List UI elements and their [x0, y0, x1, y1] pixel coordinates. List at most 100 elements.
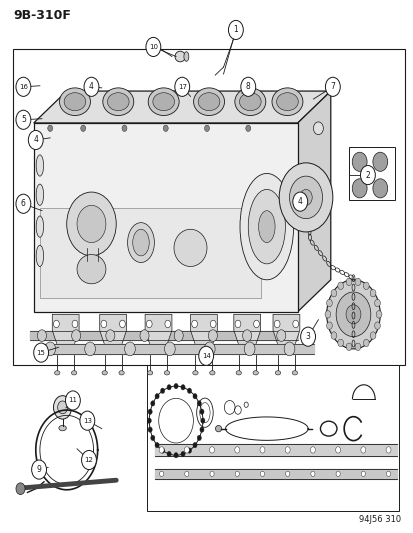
Circle shape [57, 401, 67, 414]
Polygon shape [52, 314, 79, 346]
Circle shape [360, 165, 375, 184]
Ellipse shape [240, 173, 293, 280]
Circle shape [360, 447, 365, 453]
Text: 16: 16 [19, 84, 28, 90]
Circle shape [122, 125, 127, 132]
Circle shape [235, 471, 239, 477]
Circle shape [374, 300, 380, 307]
Text: 4: 4 [297, 197, 302, 206]
Circle shape [324, 311, 330, 318]
Polygon shape [190, 314, 217, 346]
Circle shape [335, 292, 370, 337]
Circle shape [276, 330, 285, 342]
Circle shape [245, 125, 250, 132]
Text: 12: 12 [84, 457, 93, 463]
Circle shape [77, 205, 106, 243]
Circle shape [209, 471, 214, 477]
Circle shape [31, 460, 46, 479]
Ellipse shape [173, 229, 206, 266]
Ellipse shape [36, 155, 43, 176]
Circle shape [385, 447, 390, 453]
Circle shape [273, 320, 279, 328]
Ellipse shape [36, 216, 43, 237]
Circle shape [240, 77, 255, 96]
Circle shape [292, 192, 307, 211]
Circle shape [330, 289, 336, 297]
Bar [13, 49, 404, 365]
Polygon shape [33, 91, 330, 123]
Circle shape [28, 131, 43, 150]
Circle shape [326, 280, 380, 349]
Circle shape [148, 427, 152, 432]
Circle shape [209, 447, 214, 453]
Text: 4: 4 [33, 135, 38, 144]
Circle shape [345, 305, 360, 324]
Ellipse shape [276, 93, 298, 111]
Ellipse shape [59, 88, 90, 116]
Text: 10: 10 [149, 44, 157, 50]
Circle shape [53, 395, 71, 419]
Ellipse shape [258, 211, 274, 243]
Bar [40, 208, 260, 298]
Ellipse shape [36, 245, 43, 266]
Polygon shape [100, 314, 126, 346]
Circle shape [81, 125, 85, 132]
Ellipse shape [64, 93, 85, 111]
Circle shape [200, 418, 204, 423]
Circle shape [16, 194, 31, 213]
Ellipse shape [77, 255, 106, 284]
Ellipse shape [192, 370, 198, 375]
Circle shape [145, 37, 160, 56]
Ellipse shape [215, 425, 221, 432]
Circle shape [163, 125, 168, 132]
Circle shape [337, 282, 343, 289]
Text: 7: 7 [330, 82, 335, 91]
Circle shape [16, 483, 25, 495]
Ellipse shape [252, 370, 258, 375]
Text: 5: 5 [21, 115, 26, 124]
Ellipse shape [235, 370, 241, 375]
Text: 4: 4 [89, 82, 94, 91]
Bar [147, 365, 398, 511]
Circle shape [374, 322, 380, 329]
Ellipse shape [239, 93, 261, 111]
Circle shape [204, 125, 209, 132]
Circle shape [66, 192, 116, 256]
Polygon shape [233, 314, 260, 346]
Circle shape [192, 442, 197, 448]
Circle shape [330, 332, 336, 339]
Circle shape [326, 300, 332, 307]
Circle shape [154, 393, 159, 399]
Circle shape [363, 282, 368, 289]
Circle shape [159, 471, 163, 477]
Circle shape [187, 448, 191, 453]
Circle shape [174, 330, 183, 342]
Text: 15: 15 [37, 350, 45, 356]
Circle shape [335, 471, 339, 477]
Circle shape [351, 179, 366, 198]
Circle shape [84, 77, 99, 96]
Circle shape [310, 447, 315, 453]
Circle shape [289, 176, 322, 219]
Circle shape [160, 448, 164, 453]
Polygon shape [145, 314, 171, 346]
Circle shape [253, 320, 259, 328]
Circle shape [337, 339, 343, 346]
Text: 8: 8 [245, 82, 250, 91]
Polygon shape [272, 314, 299, 346]
Circle shape [191, 320, 197, 328]
Ellipse shape [198, 93, 219, 111]
Circle shape [164, 342, 175, 356]
Text: 17: 17 [177, 84, 186, 90]
Circle shape [285, 471, 289, 477]
Circle shape [375, 311, 381, 318]
Text: 3: 3 [305, 332, 310, 341]
Circle shape [351, 152, 366, 171]
Circle shape [160, 388, 164, 393]
Circle shape [228, 20, 243, 39]
Circle shape [16, 110, 31, 130]
Ellipse shape [209, 370, 214, 375]
Circle shape [354, 278, 360, 286]
Circle shape [173, 383, 178, 389]
Circle shape [283, 342, 294, 356]
